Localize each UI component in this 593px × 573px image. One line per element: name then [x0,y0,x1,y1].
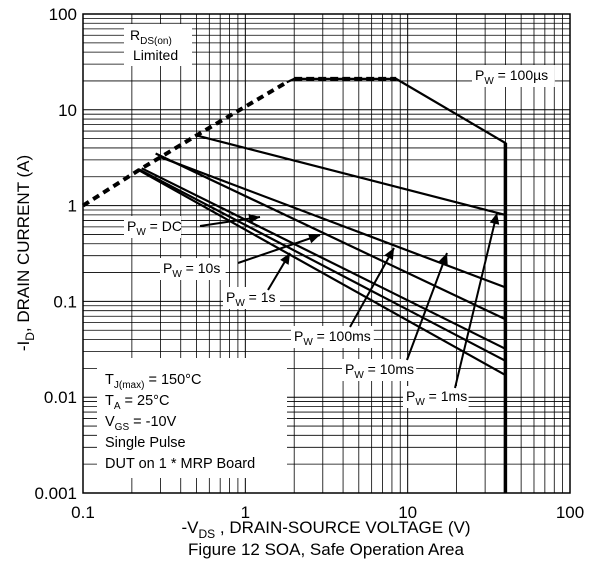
condition-rest: = -10V [129,414,176,430]
y-tick-label: 10 [58,101,77,120]
y-axis-label: -ID, DRAIN CURRENT (A) [14,155,37,351]
y-axis-label-main: -I [14,341,33,351]
condition-rest: = 150°C [144,372,201,388]
y-axis-label-rest: , DRAIN CURRENT (A) [14,155,33,332]
arrow-pw-100ms-head [384,248,394,260]
condition-main: Single Pulse [105,435,186,451]
x-tick-label: 100 [556,503,584,522]
condition-sub: A [114,401,121,412]
label-pw-dc-p: P [127,218,136,234]
condition-rest: = 25°C [121,393,170,409]
y-tick-label: 0.01 [44,388,77,407]
series-line [160,156,506,289]
conditions-box [97,358,287,478]
y-tick-label: 0.001 [34,484,77,503]
series-line [138,169,506,377]
x-tick-label: 1 [241,503,250,522]
rds-label-line2: Limited [133,47,178,63]
label-pw-100ms-sub: W [303,337,313,348]
label-pw-10s-bg [160,258,226,280]
x-tick-label: 10 [398,503,417,522]
label-pw-dc-bg [124,216,181,238]
chart-title: Figure 12 SOA, Safe Operation Area [188,540,464,559]
condition-sub: GS [115,422,130,433]
arrow-pw-10s-head [308,233,320,244]
series-line [141,167,506,350]
label-pw-100ms-bg [291,326,374,348]
grid [82,14,570,494]
x-tick-label: 0.1 [71,503,95,522]
condition-main: T [105,393,114,409]
tick-labels: 0.1 1 10 100 0.001 0.01 0.1 1 10 100 [34,5,584,522]
label-pw-1ms: PW = 1ms [406,388,467,408]
condition-main: T [105,372,114,388]
label-pw-100us-sub: W [484,76,494,87]
rds-label-line1: RDS(on) [130,27,172,47]
arrow-pw-100ms [349,247,395,328]
label-pw-10s-text: = 10s [182,260,221,276]
label-pw-10ms-text: = 10ms [364,361,414,377]
series-line [155,152,506,321]
condition-line: Single Pulse [105,435,186,451]
rds-label-main: R [130,27,140,43]
label-pw-1s-p: P [226,289,235,305]
arrow-pw-10ms-head [438,253,448,265]
arrow-pw-10s [237,234,321,264]
plot-frame [82,13,571,494]
label-pw-10s-sub: W [172,269,182,280]
arrow-pw-10ms [406,252,448,361]
label-pw-dc-sub: W [136,227,146,238]
label-pw-dc: PW = DC [127,218,182,238]
label-pw-100ms: PW = 100ms [294,328,371,348]
rds-label-bg [124,24,192,66]
label-pw-dc-text: = DC [146,218,182,234]
label-pw-10ms-bg [342,359,417,381]
arrow-pw-1ms-head [489,213,500,225]
series-group [81,76,508,493]
label-pw-10ms-p: P [345,361,354,377]
condition-line: TJ(max) = 150°C [105,372,201,391]
label-pw-1s-sub: W [235,298,245,309]
condition-line: VGS = -10V [105,414,177,433]
label-pw-100us: PW = 100µs [475,67,548,87]
x-axis-label: -VDS , DRAIN-SOURCE VOLTAGE (V) [181,518,470,541]
arrow-pw-1s-head [280,253,290,265]
condition-main: DUT on 1 * MRP Board [105,456,255,472]
arrow-pw-dc-head [248,213,260,224]
label-pw-100ms-p: P [294,328,303,344]
label-pw-10ms-sub: W [354,370,364,381]
label-pw-100us-p: P [475,67,484,83]
series-line [138,168,506,362]
label-pw-1ms-sub: W [415,397,425,408]
y-tick-label: 0.1 [53,292,77,311]
y-axis-label-sub: D [23,332,37,341]
label-pw-1ms-bg [403,386,469,408]
label-pw-1s-text: = 1s [245,289,276,305]
rds-label-sub: DS(on) [140,36,172,47]
label-pw-100ms-text: = 100ms [313,328,371,344]
condition-main: V [105,414,115,430]
x-axis-label-sub: DS [198,527,215,541]
y-tick-label: 1 [68,197,77,216]
label-pw-1ms-text: = 1ms [425,388,467,404]
label-pw-10ms: PW = 10ms [345,361,414,381]
label-pw-100us-bg [472,65,555,87]
x-axis-label-rest: , DRAIN-SOURCE VOLTAGE (V) [215,518,470,537]
rds-limit-line [81,80,288,208]
label-pw-1s: PW = 1s [226,289,276,309]
label-pw-100us-text: = 100µs [494,67,548,83]
y-tick-label: 100 [49,5,77,24]
series-line [196,134,506,216]
condition-sub: J(max) [114,380,145,391]
label-pw-10s-p: P [163,260,172,276]
arrow-pw-1ms [454,212,498,389]
label-pw-10s: PW = 10s [163,260,220,280]
condition-line: DUT on 1 * MRP Board [105,456,255,472]
condition-line: TA = 25°C [105,393,169,412]
x-axis-label-main: -V [181,518,199,537]
label-pw-1ms-p: P [406,388,415,404]
label-pw-1s-bg [223,287,280,309]
